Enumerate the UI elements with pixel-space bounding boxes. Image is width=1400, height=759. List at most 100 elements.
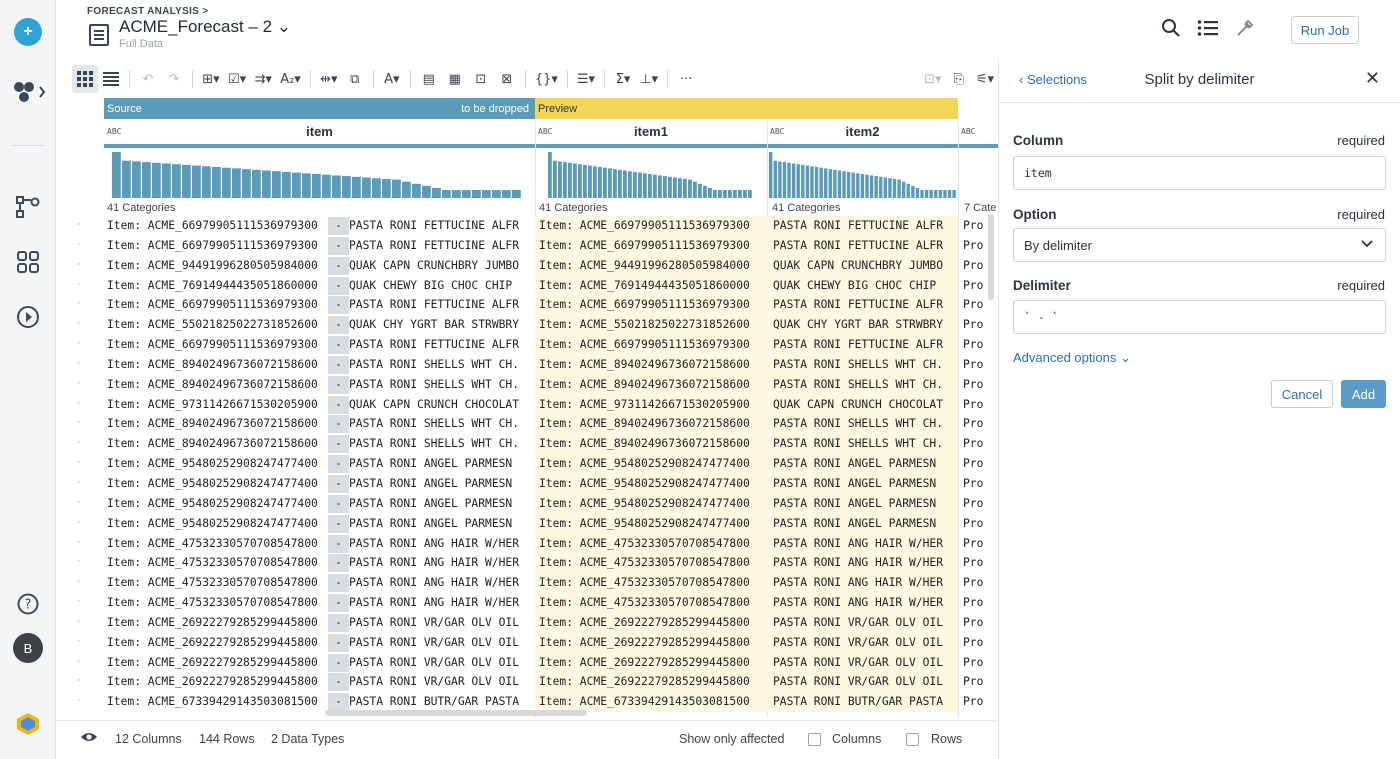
table-row[interactable]: · Item: ACME_47532330570708547800- PASTA R… xyxy=(72,573,998,594)
breadcrumb[interactable]: FORECAST ANALYSIS > xyxy=(87,6,209,17)
option-select[interactable]: By delimiter xyxy=(1013,228,1386,262)
table-row[interactable]: · Item: ACME_95480252908247477400- PASTA R… xyxy=(72,513,998,534)
histogram-bar xyxy=(708,188,712,198)
table-row[interactable]: · Item: ACME_26922279285299445800- PASTA R… xyxy=(72,612,998,633)
table-row[interactable]: · Item: ACME_94491996280505984000- QUAK CA… xyxy=(72,255,998,276)
table-row[interactable]: · Item: ACME_47532330570708547800- PASTA R… xyxy=(72,553,998,574)
advanced-options-link[interactable]: Advanced options ⌄ xyxy=(1013,350,1131,365)
columns-checkbox-label[interactable]: Columns xyxy=(832,732,882,746)
histogram-bar xyxy=(824,168,828,198)
jobs-icon[interactable] xyxy=(12,301,44,333)
restructure-icon[interactable]: ⇉▾ xyxy=(254,71,272,87)
table-row[interactable]: · Item: ACME_66979905111536979300- PASTA R… xyxy=(72,216,998,236)
table-row[interactable]: · Item: ACME_67339429143503081500- PASTA R… xyxy=(72,692,998,713)
recipe-icon[interactable]: ⎘ xyxy=(953,71,965,87)
join-icon[interactable]: ⊠ xyxy=(501,71,513,87)
lookup-icon[interactable]: ⊥▾ xyxy=(640,71,659,87)
undo-icon[interactable]: ↶ xyxy=(142,71,154,87)
eye-icon[interactable] xyxy=(80,730,98,749)
table-row[interactable]: · Item: ACME_26922279285299445800- PASTA R… xyxy=(72,652,998,673)
grid-view-icon[interactable] xyxy=(72,65,98,93)
cell-item2: PASTA RONI BUTR/GAR PASTA xyxy=(767,692,958,713)
eyedropper-icon[interactable] xyxy=(1235,18,1255,43)
delimiter-highlight: - xyxy=(328,455,349,474)
table-row[interactable]: · Item: ACME_89402496736072158600- PASTA R… xyxy=(72,414,998,435)
table-row[interactable]: · Item: ACME_95480252908247477400- PASTA R… xyxy=(72,454,998,474)
table-row[interactable]: · Item: ACME_55021825022731852600- QUAK CH… xyxy=(72,315,998,336)
column-header-item1[interactable]: ABC item1 xyxy=(538,124,668,139)
histogram-bar xyxy=(342,176,351,198)
validate-icon[interactable]: ☑▾ xyxy=(228,71,247,87)
rows-checkbox-label[interactable]: Rows xyxy=(931,732,963,746)
cloud-logo-icon xyxy=(12,708,44,740)
selections-back-link[interactable]: ‹ Selections xyxy=(1019,72,1087,87)
text-format-icon[interactable]: A▾ xyxy=(384,71,400,87)
table-row[interactable]: · Item: ACME_95480252908247477400- PASTA R… xyxy=(72,493,998,514)
structure-icon[interactable]: {}▾ xyxy=(534,71,558,87)
app-logo-icon[interactable]: + xyxy=(12,16,44,48)
delimiter-highlight: - xyxy=(328,217,349,235)
column-header-item2[interactable]: ABC item2 xyxy=(770,124,880,139)
table-row[interactable]: · Item: ACME_66979905111536979300- PASTA R… xyxy=(72,295,998,316)
help-icon[interactable]: ? xyxy=(12,588,44,620)
columns-checkbox[interactable] xyxy=(808,733,821,746)
page-title[interactable]: ACME_Forecast – 2 ⌄ xyxy=(119,17,292,36)
histogram-bar xyxy=(805,165,810,198)
vertical-scrollbar[interactable] xyxy=(988,214,994,300)
cell-next: Pro xyxy=(963,437,984,451)
run-job-button[interactable]: Run Job xyxy=(1291,16,1359,44)
histogram-item1[interactable] xyxy=(548,150,753,198)
column-header-item[interactable]: ABC item xyxy=(107,124,333,139)
table-row[interactable]: · Item: ACME_26922279285299445800- PASTA R… xyxy=(72,632,998,653)
histogram-bar xyxy=(782,162,787,198)
table-row[interactable]: · Item: ACME_47532330570708547800- PASTA R… xyxy=(72,533,998,554)
select-icon[interactable]: ⊡▾ xyxy=(924,71,942,87)
datasets-icon[interactable] xyxy=(10,76,50,108)
table-row[interactable]: · Item: ACME_66979905111536979300- PASTA R… xyxy=(72,335,998,355)
horizontal-scrollbar[interactable] xyxy=(325,710,587,716)
merge-icon[interactable]: ⧉ xyxy=(350,71,360,87)
delimiter-input[interactable]: ` - ` xyxy=(1013,300,1386,334)
histogram-item2[interactable] xyxy=(769,150,957,198)
table-row[interactable]: · Item: ACME_26922279285299445800- PASTA R… xyxy=(72,672,998,693)
search-icon[interactable] xyxy=(1161,18,1181,43)
column-header-next[interactable]: ABC xyxy=(961,127,976,136)
user-avatar[interactable]: B xyxy=(12,632,44,664)
unnest-icon[interactable]: ⊡ xyxy=(475,71,487,87)
table-row[interactable]: · Item: ACME_95480252908247477400- PASTA R… xyxy=(72,473,998,494)
split-column-icon[interactable]: ⇹▾ xyxy=(320,71,338,87)
library-icon[interactable] xyxy=(12,246,44,278)
cell-item-source-rest: QUAK CAPN CRUNCH CHOCOLAT xyxy=(349,397,520,411)
list-icon[interactable] xyxy=(1197,18,1219,43)
change-type-icon[interactable]: ⊞▾ xyxy=(202,71,220,87)
list-view-icon[interactable] xyxy=(98,65,124,93)
pivot-icon[interactable]: ▤ xyxy=(422,71,435,87)
rows-checkbox[interactable] xyxy=(906,733,919,746)
cell-next: Pro xyxy=(963,476,984,490)
table-row[interactable]: · Item: ACME_89402496736072158600- PASTA R… xyxy=(72,434,998,455)
cell-item-source: Item: ACME_89402496736072158600 xyxy=(107,377,318,391)
add-button[interactable]: Add xyxy=(1341,380,1386,408)
redo-icon[interactable]: ↷ xyxy=(168,71,180,87)
table-row[interactable]: · Item: ACME_97311426671530205900- QUAK CA… xyxy=(72,394,998,415)
delimiter-highlight: - xyxy=(328,693,349,712)
more-icon[interactable]: ··· xyxy=(679,71,693,87)
filter-icon[interactable]: ☰▾ xyxy=(576,71,596,87)
transform-panel: ‹ Selections Split by delimiter ✕ Column… xyxy=(998,60,1400,759)
table-row[interactable]: · Item: ACME_76914944435051860000- QUAK CH… xyxy=(72,275,998,296)
table-row[interactable]: · Item: ACME_66979905111536979300- PASTA R… xyxy=(72,235,998,256)
table-row[interactable]: · Item: ACME_89402496736072158600- PASTA R… xyxy=(72,354,998,375)
histogram-bar xyxy=(132,161,141,198)
rename-icon[interactable]: A₂▾ xyxy=(280,71,301,87)
histogram-bar xyxy=(688,179,692,198)
aggregate-icon[interactable]: Σ▾ xyxy=(615,71,631,87)
column-input[interactable]: item xyxy=(1013,156,1386,190)
settings-sliders-icon[interactable]: ⚟▾ xyxy=(975,71,994,87)
table-row[interactable]: · Item: ACME_47532330570708547800- PASTA R… xyxy=(72,593,998,613)
nest-icon[interactable]: ▦ xyxy=(448,71,461,87)
histogram-item[interactable] xyxy=(112,150,522,198)
flow-icon[interactable] xyxy=(12,191,44,223)
close-icon[interactable]: ✕ xyxy=(1364,68,1380,88)
table-row[interactable]: · Item: ACME_89402496736072158600- PASTA R… xyxy=(72,374,998,395)
cancel-button[interactable]: Cancel xyxy=(1271,380,1333,408)
